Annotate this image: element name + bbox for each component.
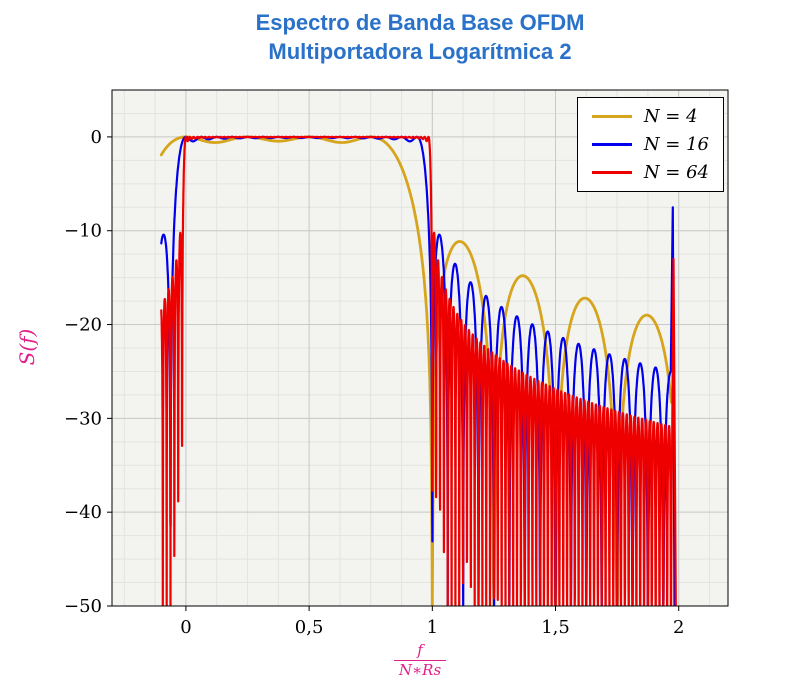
y-tick-label: −20 [64,315,102,336]
legend-line-sample-n4 [591,115,632,118]
legend-line-sample-n16 [591,143,632,146]
legend-entry-n64: N = 64 [591,162,709,183]
x-tick-label: 0 [180,617,191,638]
chart-title-line2: Multiportadora Logarítmica 2 [268,39,572,65]
legend-label-n16: N = 16 [643,134,709,155]
x-tick-label: 1 [427,617,438,638]
legend-entry-n16: N = 16 [591,134,709,155]
y-tick-label: −30 [64,408,102,429]
chart-title-line1: Espectro de Banda Base OFDM [255,10,585,35]
x-axis-label-denominator: N∗Rs [398,660,442,679]
y-tick-label: −40 [64,502,102,523]
y-axis-label: S(f) [15,328,39,366]
series-line-N64 [160,135,677,606]
y-tick-label: −10 [64,221,102,242]
y-tick-label: −50 [64,596,102,617]
legend-label-n4: N = 4 [643,106,698,127]
legend-entry-n4: N = 4 [591,106,709,127]
x-tick-label: 1,5 [541,617,570,638]
legend-line-sample-n64 [591,171,632,174]
chart-title: Espectro de Banda Base OFDM Multiportado… [112,8,728,66]
x-tick-label: 2 [673,617,684,638]
x-axis-label-fraction: f N∗Rs [393,642,447,679]
x-axis-label-numerator: f [393,642,447,661]
x-tick-label: 0,5 [295,617,324,638]
axis-box [111,89,729,607]
y-tick-label: 0 [91,127,102,148]
legend: N = 4 N = 16 N = 64 [576,97,724,192]
legend-label-n64: N = 64 [643,162,709,183]
x-axis-label: f N∗Rs [112,642,728,678]
